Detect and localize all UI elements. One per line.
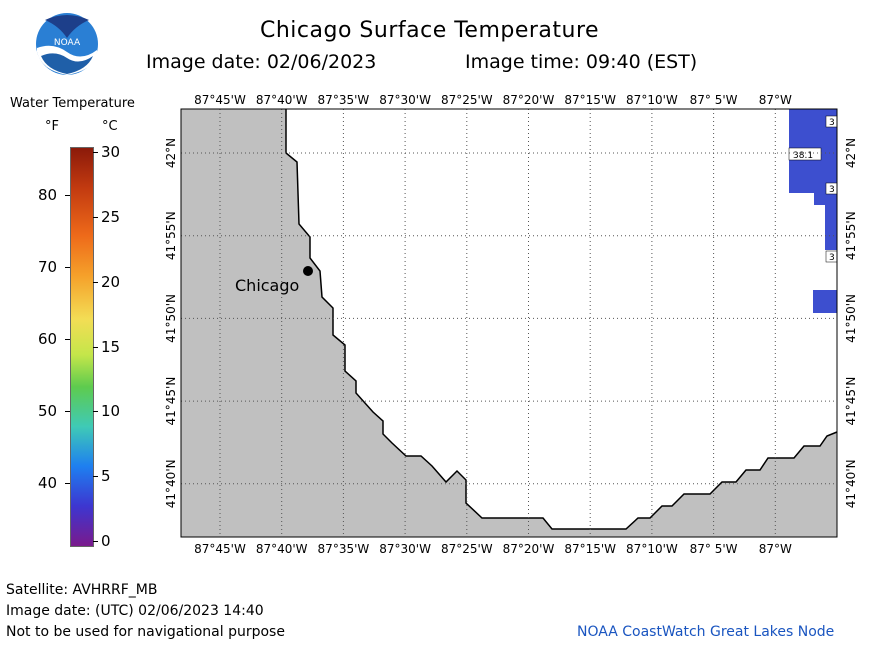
noaa-logo: NOAA (35, 12, 99, 76)
legend-tick-mark (93, 216, 98, 218)
satellite-info: Satellite: AVHRRF_MB (6, 582, 158, 598)
legend-tick-c: 10 (101, 402, 121, 421)
lat-label-right: 41°55'N (844, 211, 858, 260)
value-label-1: 3 (829, 118, 835, 128)
lon-label-bottom: 87°35'W (318, 542, 370, 556)
lon-label-bottom: 87°30'W (379, 542, 431, 556)
lat-label-left: 41°45'N (164, 377, 178, 426)
value-label-box-2 (788, 147, 822, 161)
value-label-3: 3 (829, 185, 835, 195)
lon-label-bottom: 87°45'W (194, 542, 246, 556)
lon-label-top: 87°45'W (194, 93, 246, 107)
lat-label-right: 41°50'N (844, 294, 858, 343)
lon-label-top: 87°40'W (256, 93, 308, 107)
image-date: Image date: 02/06/2023 (146, 51, 377, 73)
legend-tick-mark (93, 476, 98, 478)
page-title: Chicago Surface Temperature (260, 18, 600, 43)
lon-label-bottom: 87°25'W (441, 542, 493, 556)
lat-label-right: 41°40'N (844, 459, 858, 508)
legend-tick-mark (93, 152, 98, 153)
legend-tick-f: 80 (38, 186, 58, 205)
disclaimer: Not to be used for navigational purpose (6, 624, 285, 640)
legend-tick-f: 40 (38, 474, 58, 493)
legend-tick-c: 15 (101, 337, 121, 356)
lon-label-top: 87°10'W (626, 93, 678, 107)
lat-label-left: 41°50'N (164, 294, 178, 343)
image-time: Image time: 09:40 (EST) (465, 51, 698, 73)
noaa-logo-text: NOAA (54, 38, 81, 48)
chicago-marker (303, 266, 313, 276)
legend-tick-mark (65, 411, 70, 413)
lon-label-bottom: 87°40'W (256, 542, 308, 556)
map-cloud-region (789, 109, 837, 250)
legend-title: Water Temperature (10, 96, 135, 111)
legend-tick-mark (65, 483, 70, 485)
map-frame (180, 108, 838, 538)
lon-label-bottom: 87°20'W (503, 542, 555, 556)
lon-label-bottom: 87°15'W (564, 542, 616, 556)
legend-tick-mark (93, 346, 98, 348)
legend-unit-f: °F (45, 119, 59, 134)
map-cloud-region-small (813, 290, 837, 313)
value-label-2: 38.1 (793, 151, 813, 161)
legend-tick-c: 0 (101, 532, 111, 550)
lat-label-right: 41°45'N (844, 377, 858, 426)
lon-label-bottom: 87°W (759, 542, 792, 556)
legend-tick-c: 30 (101, 143, 121, 161)
legend-tick-mark (65, 267, 70, 269)
lon-label-top: 87° 5'W (690, 93, 738, 107)
legend-tick-c: 5 (101, 467, 111, 486)
lon-label-top: 87°15'W (564, 93, 616, 107)
lat-label-left: 41°55'N (164, 211, 178, 260)
legend-tick-mark (93, 411, 98, 413)
legend-tick-c: 25 (101, 207, 121, 226)
value-label-4: 3 (829, 253, 835, 263)
lon-label-top: 87°W (759, 93, 792, 107)
lon-label-top: 87°20'W (503, 93, 555, 107)
utc-date: Image date: (UTC) 02/06/2023 14:40 (6, 603, 264, 619)
legend-tick-f: 60 (38, 330, 58, 349)
lat-label-left: 41°40'N (164, 459, 178, 508)
lon-label-top: 87°35'W (318, 93, 370, 107)
legend-tick-mark (93, 281, 98, 283)
lon-label-top: 87°30'W (379, 93, 431, 107)
lon-label-top: 87°25'W (441, 93, 493, 107)
legend-tick-f: 70 (38, 258, 58, 277)
lat-label-right: 42°N (844, 138, 858, 168)
legend-tick-mark (93, 541, 98, 542)
legend-unit-c: °C (102, 119, 118, 134)
lon-label-bottom: 87° 5'W (690, 542, 738, 556)
lon-label-bottom: 87°10'W (626, 542, 678, 556)
noaa-logo-icon: NOAA (36, 13, 98, 75)
legend-tick-mark (65, 339, 70, 341)
credit: NOAA CoastWatch Great Lakes Node (577, 624, 835, 640)
chicago-label: Chicago (235, 276, 299, 295)
legend-tick-mark (65, 195, 70, 197)
map-graticule (181, 109, 837, 537)
map-coastline (285, 109, 838, 530)
legend-tick-f: 50 (38, 402, 58, 421)
lat-label-left: 42°N (164, 138, 178, 168)
legend-tick-c: 20 (101, 272, 121, 291)
